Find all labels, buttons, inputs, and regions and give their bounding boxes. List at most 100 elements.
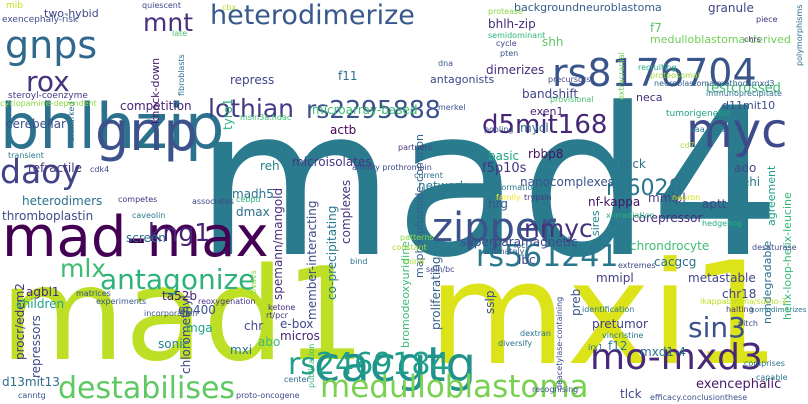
word-rbbp8: rbbp8: [528, 147, 564, 161]
word-competes: competes: [118, 195, 158, 204]
word-pooling: pooling: [484, 125, 514, 134]
word-cyclopamine-dependent: cyclopamine-dependent: [0, 99, 97, 108]
word-associates: associates: [192, 197, 234, 206]
word-agbl1: agbl1: [26, 285, 60, 299]
word-microarray-based: microarray-based: [312, 103, 418, 117]
word-protease: protease: [488, 7, 524, 16]
word-cerebellar: cerebellar: [6, 117, 66, 131]
word-precursors: precursors: [548, 75, 591, 84]
word-nondegradable: nondegradable: [761, 240, 774, 324]
word-semidominant: semidominant: [488, 31, 546, 40]
word-gnp: gnp: [95, 100, 198, 163]
word-mad-max: mad-max: [2, 205, 269, 270]
word-homodimerizes: homodimerizes: [750, 305, 807, 314]
word-loci: loci: [514, 241, 528, 250]
word-tlck: tlck: [620, 387, 642, 401]
word-preb: preb: [569, 288, 583, 316]
word-comprises: comprises: [744, 359, 785, 368]
word-antagonize: antagonize: [100, 263, 256, 296]
word-rs561241: rs561241: [476, 239, 619, 274]
word-microisolates: microisolates: [292, 155, 372, 169]
word-immunoprecipitate: immunoprecipitate: [706, 89, 782, 98]
word-mmipl-1: mmipl: [648, 191, 686, 205]
word-medulloblastoma-derived: medulloblastoma-derived: [650, 33, 791, 46]
word-bind: bind: [350, 257, 368, 266]
word-exencephaly-risk: exencephaly-risk: [2, 15, 79, 25]
word-recognising: recognising: [532, 385, 579, 394]
word-heterodimers: heterodimers: [22, 194, 103, 208]
word-reoxygenation: reoxygenation: [198, 297, 256, 306]
word-screen: screen: [126, 231, 166, 245]
word-cd7: cd7: [680, 141, 695, 150]
word-mxi1: mxi1: [428, 232, 781, 397]
word-bhlh-zip: bhlh-zip: [488, 17, 536, 31]
word-mlx: mlx: [60, 254, 107, 283]
word-granule: granule: [708, 1, 754, 15]
word-dextran: dextran: [520, 329, 551, 338]
word-reh: reh: [260, 159, 280, 173]
word-caveolin: caveolin: [132, 211, 166, 220]
word-cbx: cbx: [222, 3, 237, 12]
word-lothian: lothian: [208, 94, 294, 123]
word-actb: actb: [330, 123, 357, 137]
word-x-irradiation: x-irradiation: [606, 211, 655, 220]
word-abo: abo: [258, 335, 281, 349]
word-wehi: wehi: [732, 175, 761, 189]
word-exencephalic: exencephalic: [696, 377, 782, 392]
word-thromboplastin: thromboplastin: [2, 209, 94, 223]
word-affinity-prothrombin: affinity prothrombin: [352, 163, 432, 172]
word-mind: mind: [404, 257, 425, 266]
word-medulloblastoma: medulloblastoma: [320, 369, 589, 404]
word-pitch: pitch: [738, 319, 758, 328]
word-neca: neca: [636, 91, 663, 104]
word-center: center: [284, 375, 310, 384]
word-e-box: e-box: [280, 317, 314, 331]
word-kng1: kng1: [148, 218, 211, 247]
word-family: family: [496, 193, 521, 202]
word-ep400: ep400: [178, 303, 216, 317]
word-incorporation: incorporation: [144, 309, 198, 318]
word-lbc: lbc: [518, 253, 536, 267]
word-current: current: [414, 171, 443, 180]
word-chr: chr: [244, 319, 264, 333]
word-aaa: aaa: [690, 125, 705, 134]
word-bhlhzip: bhlhzip: [0, 90, 225, 163]
word-destabilises: destabilises: [58, 371, 236, 404]
word-exen1: exen1: [530, 105, 564, 118]
word-basic: basic: [488, 149, 520, 163]
word-antagonists: antagonists: [430, 73, 495, 86]
word-quiescent: quiescent: [142, 1, 181, 10]
word-ketone: ketone: [268, 303, 296, 312]
word-backgroundneuroblastoma: backgroundneuroblastoma: [514, 1, 662, 14]
word-chr18: chr18: [722, 287, 757, 301]
word-patterns: patterns: [400, 233, 434, 242]
word-mxi: mxi: [230, 343, 253, 357]
word-canntg: canntg: [18, 391, 46, 400]
word-provisional: provisional: [550, 95, 594, 104]
word-repressors: repressors: [29, 315, 43, 378]
word-dna: dna: [438, 59, 454, 68]
word-repress: repress: [230, 73, 275, 87]
word-two-hybid: two-hybid: [44, 7, 99, 20]
word-dmax: dmax: [236, 205, 270, 219]
word-corepressor: corepressor: [632, 211, 703, 225]
word-polymorphisms: polymorphisms: [795, 4, 804, 66]
word-diversify: diversify: [498, 339, 533, 348]
word-proto-oncogene: proto-oncogene: [236, 391, 300, 400]
word-f7: f7: [650, 21, 662, 35]
word-bandshift: bandshift: [522, 87, 579, 101]
word-refractile: refractile: [28, 161, 82, 175]
word-identification: identification: [582, 305, 635, 314]
word-tumorigenesis: tumorigenesis: [666, 109, 731, 119]
word-trypsin: trypsin: [524, 193, 552, 202]
word-rs6028: rs6028: [606, 176, 683, 201]
word-rt-pcr: rt/pcr: [266, 311, 288, 320]
word-f11: f11: [338, 69, 358, 83]
word-micros: micros: [280, 329, 320, 343]
word-children: children: [16, 297, 65, 311]
word-extremes: extremes: [618, 261, 656, 270]
word-recruiting: recruiting: [638, 63, 677, 72]
word-d5mit168: d5mit168: [482, 110, 608, 140]
word-heterodimerize: heterodimerize: [210, 0, 415, 31]
